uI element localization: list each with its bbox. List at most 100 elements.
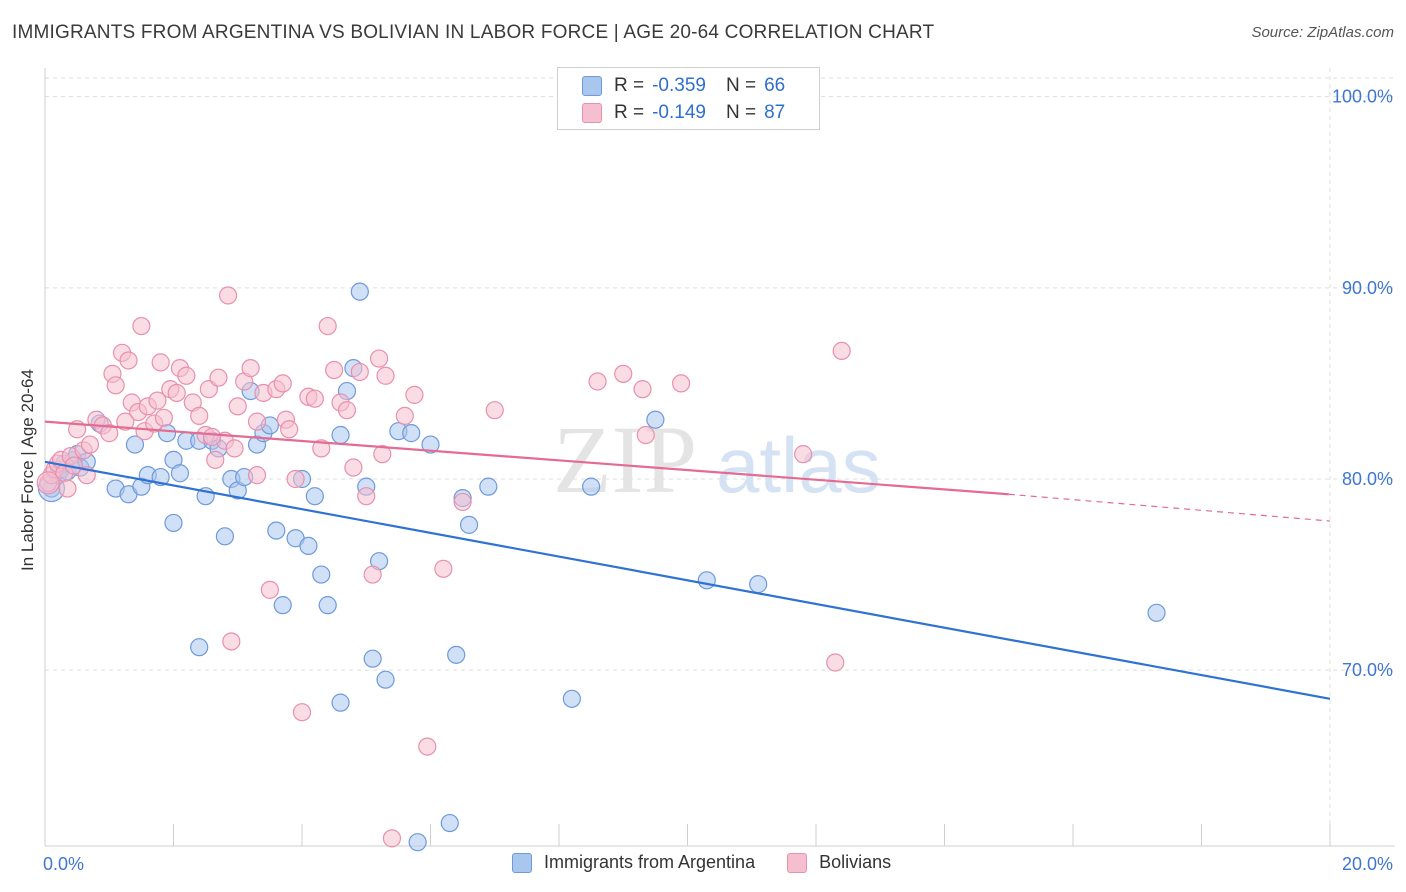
point-argentina xyxy=(318,596,337,615)
point-argentina xyxy=(125,435,145,454)
watermark: ZIP atlas xyxy=(553,406,881,513)
point-bolivian xyxy=(418,737,437,756)
n-value: 66 xyxy=(764,75,786,96)
point-bolivian xyxy=(344,458,363,477)
point-argentina xyxy=(447,645,466,664)
point-argentina xyxy=(305,487,324,506)
point-argentina xyxy=(1147,603,1166,622)
axes xyxy=(44,68,1395,847)
point-bolivian xyxy=(337,401,357,420)
point-bolivian xyxy=(405,385,424,404)
series-bolivian xyxy=(36,286,851,848)
point-argentina xyxy=(215,527,234,546)
tick-labels: 70.0% 80.0% 90.0% 100.0% 0.0% 20.0% xyxy=(43,87,1393,874)
chart-title: IMMIGRANTS FROM ARGENTINA VS BOLIVIAN IN… xyxy=(12,22,935,43)
point-argentina xyxy=(408,833,427,852)
point-bolivian xyxy=(106,376,125,395)
point-bolivian xyxy=(228,397,247,416)
point-argentina xyxy=(459,515,479,534)
legend-label-bolivian: Bolivians xyxy=(819,852,892,872)
point-argentina xyxy=(331,693,350,712)
x-tick-label: 0.0% xyxy=(43,854,84,874)
point-bolivian xyxy=(280,420,299,439)
point-argentina xyxy=(299,536,318,555)
point-bolivian xyxy=(312,439,331,458)
point-bolivian xyxy=(36,471,60,495)
x-tick-label: 20.0% xyxy=(1342,854,1393,874)
r-label: R = xyxy=(614,102,645,123)
y-tick-label: 90.0% xyxy=(1342,278,1393,298)
source-label: Source: ZipAtlas.com xyxy=(1251,24,1394,41)
point-argentina xyxy=(421,435,440,454)
point-bolivian xyxy=(292,703,312,722)
point-bolivian xyxy=(614,364,633,383)
watermark-zip: ZIP xyxy=(553,406,697,513)
legend-item-argentina: Immigrants from Argentina xyxy=(512,852,755,873)
point-argentina xyxy=(331,425,350,445)
point-bolivian xyxy=(219,286,238,305)
trendline-bolivian-extension xyxy=(1008,493,1331,522)
point-argentina xyxy=(267,521,286,540)
argentina-swatch xyxy=(582,76,602,96)
point-argentina xyxy=(646,410,665,429)
watermark-atlas: atlas xyxy=(716,421,881,509)
point-bolivian xyxy=(636,425,655,445)
point-bolivian xyxy=(177,366,196,385)
point-bolivian xyxy=(363,565,382,584)
point-bolivian xyxy=(633,380,652,399)
series-argentina xyxy=(37,282,1166,852)
point-bolivian xyxy=(151,353,170,372)
point-argentina xyxy=(402,424,421,443)
point-argentina xyxy=(363,649,382,668)
point-bolivian xyxy=(794,445,813,464)
point-bolivian xyxy=(325,360,344,380)
point-argentina xyxy=(582,477,601,496)
point-bolivian xyxy=(832,341,851,361)
point-argentina xyxy=(749,575,768,594)
point-bolivian xyxy=(260,580,279,599)
point-bolivian xyxy=(395,406,414,426)
point-argentina xyxy=(164,513,183,533)
point-bolivian xyxy=(80,435,100,454)
n-value: 87 xyxy=(764,102,786,123)
point-bolivian xyxy=(132,316,151,336)
point-bolivian xyxy=(273,374,292,393)
n-label: N = xyxy=(725,75,757,96)
y-tick-label: 70.0% xyxy=(1342,660,1393,680)
trend-lines xyxy=(44,420,1331,700)
point-argentina xyxy=(170,464,190,483)
point-argentina xyxy=(697,571,716,590)
point-bolivian xyxy=(588,372,607,391)
trendline-bolivian xyxy=(44,420,1009,496)
point-argentina xyxy=(190,638,209,657)
point-bolivian xyxy=(119,351,138,370)
r-value: -0.149 xyxy=(652,102,706,123)
point-bolivian xyxy=(453,492,472,512)
point-bolivian xyxy=(154,408,173,427)
point-bolivian xyxy=(206,450,225,469)
point-argentina xyxy=(479,477,498,496)
stats-legend: R = -0.359 N = 66 R = -0.149 N = 87 xyxy=(557,67,820,130)
point-argentina xyxy=(312,565,331,584)
point-argentina xyxy=(376,670,395,689)
point-bolivian xyxy=(434,559,453,578)
stats-row-argentina: R = -0.359 N = 66 xyxy=(582,73,785,99)
point-bolivian xyxy=(305,389,324,408)
legend-label-argentina: Immigrants from Argentina xyxy=(544,852,756,872)
point-bolivian xyxy=(148,391,167,410)
point-bolivian xyxy=(286,469,305,489)
point-bolivian xyxy=(209,368,228,387)
point-bolivian xyxy=(370,349,389,368)
y-tick-label: 80.0% xyxy=(1342,469,1393,489)
point-bolivian xyxy=(190,406,209,426)
trendline-argentina xyxy=(44,460,1331,700)
bolivian-legend-swatch xyxy=(787,852,808,873)
point-bolivian xyxy=(357,487,376,506)
point-bolivian xyxy=(373,445,392,464)
n-label: N = xyxy=(725,102,757,123)
r-value: -0.359 xyxy=(652,75,706,96)
series-legend: Immigrants from Argentina Bolivians xyxy=(512,852,923,873)
point-bolivian xyxy=(241,359,260,378)
point-bolivian xyxy=(167,383,186,403)
point-bolivian xyxy=(826,653,845,672)
